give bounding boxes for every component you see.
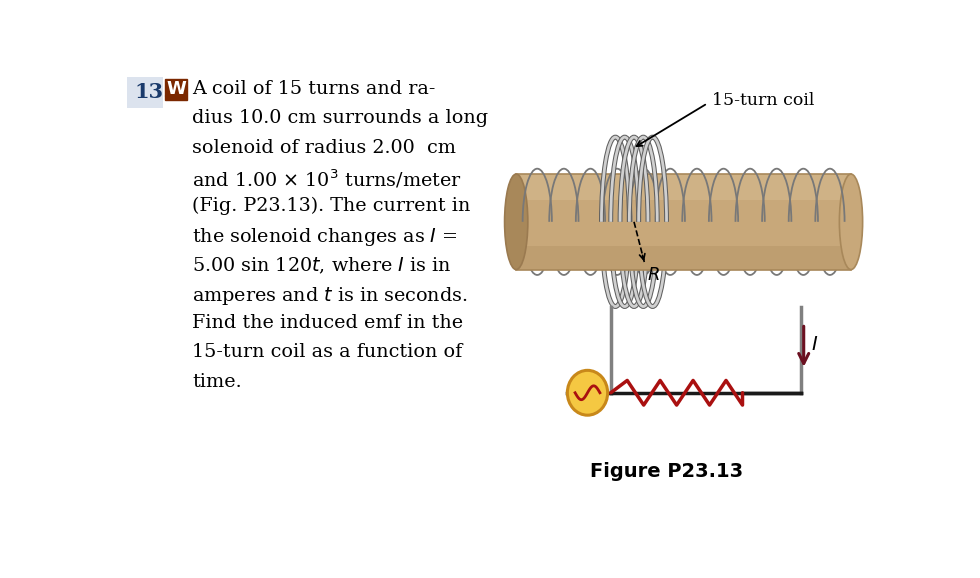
FancyBboxPatch shape [127,77,163,108]
Text: Figure P23.13: Figure P23.13 [590,462,743,481]
Ellipse shape [505,174,528,269]
Bar [516,174,851,201]
Text: W: W [166,80,186,98]
Text: the solenoid changes as $I$ =: the solenoid changes as $I$ = [192,227,458,249]
Text: 13.: 13. [135,83,172,102]
Text: $R$: $R$ [647,266,660,284]
Text: 15-turn coil: 15-turn coil [711,92,813,109]
Text: dius 10.0 cm surrounds a long: dius 10.0 cm surrounds a long [192,109,488,127]
Text: A coil of 15 turns and ra-: A coil of 15 turns and ra- [192,80,436,98]
Text: (Fig. P23.13). The current in: (Fig. P23.13). The current in [192,197,470,216]
Text: and 1.00 $\times$ 10$^3$ turns/meter: and 1.00 $\times$ 10$^3$ turns/meter [192,168,462,190]
Text: time.: time. [192,373,242,391]
Text: solenoid of radius 2.00  cm: solenoid of radius 2.00 cm [192,139,457,157]
Ellipse shape [840,174,862,269]
Text: 15-turn coil as a function of: 15-turn coil as a function of [192,343,463,361]
Text: amperes and $t$ is in seconds.: amperes and $t$ is in seconds. [192,285,467,307]
Text: 5.00 sin 120$t$, where $I$ is in: 5.00 sin 120$t$, where $I$ is in [192,255,452,276]
Text: Find the induced emf in the: Find the induced emf in the [192,314,464,332]
Bar [516,174,851,269]
Bar [516,246,851,269]
Ellipse shape [567,370,608,415]
FancyBboxPatch shape [165,79,187,100]
Text: $I$: $I$ [811,336,818,354]
